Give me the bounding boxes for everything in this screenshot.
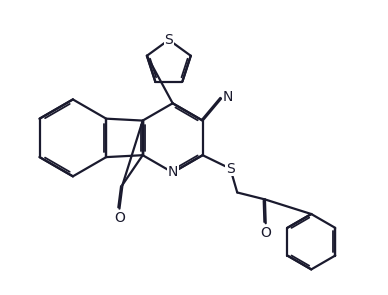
Text: O: O bbox=[114, 211, 125, 225]
Text: N: N bbox=[223, 90, 233, 104]
Text: S: S bbox=[226, 162, 235, 176]
Text: N: N bbox=[168, 165, 178, 179]
Text: S: S bbox=[165, 33, 173, 47]
Text: O: O bbox=[260, 226, 271, 240]
